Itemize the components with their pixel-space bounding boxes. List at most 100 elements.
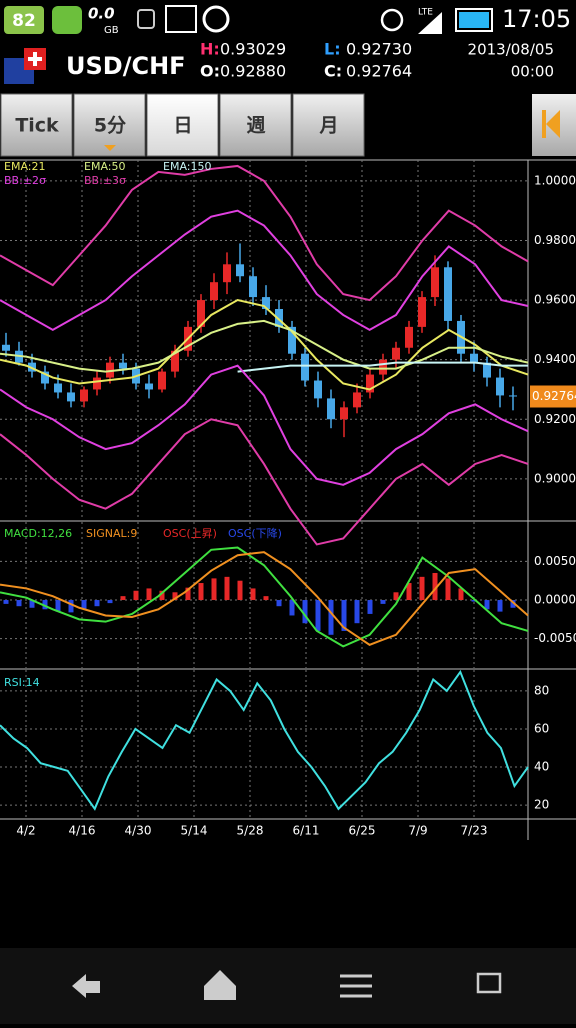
line bbox=[0, 299, 529, 391]
side-bar bbox=[542, 110, 546, 138]
ip-icon bbox=[52, 6, 82, 34]
tab-label: Tick bbox=[15, 115, 59, 137]
line bbox=[0, 551, 529, 646]
candle-body bbox=[67, 392, 75, 402]
candle-body bbox=[275, 309, 283, 327]
line bbox=[0, 418, 529, 546]
x-tick-label: 4/2 bbox=[16, 824, 35, 838]
tab-label: 週 bbox=[246, 115, 265, 137]
recent-button[interactable] bbox=[476, 972, 502, 994]
y-tick-label: 40 bbox=[534, 760, 549, 774]
tab-marker bbox=[104, 145, 116, 151]
x-tick-label: 5/28 bbox=[237, 824, 264, 838]
tab[interactable] bbox=[292, 93, 365, 157]
candle-body bbox=[171, 350, 179, 372]
osc-bar bbox=[159, 590, 165, 601]
osc-bar bbox=[42, 600, 48, 610]
candle-body bbox=[210, 282, 218, 301]
candle-body bbox=[288, 326, 296, 354]
candle-body bbox=[223, 264, 231, 283]
candle-body bbox=[327, 398, 335, 420]
line bbox=[0, 319, 529, 373]
last-price-label: 0.92764 bbox=[532, 389, 576, 403]
battery-level: 82 bbox=[12, 11, 36, 31]
y-tick-label: 0.0000 bbox=[534, 593, 576, 607]
osc-bar bbox=[81, 600, 87, 610]
x-tick-label: 7/23 bbox=[461, 824, 488, 838]
osc-bar bbox=[458, 588, 464, 601]
line bbox=[0, 164, 529, 302]
candle-body bbox=[379, 359, 387, 375]
x-tick-label: 7/9 bbox=[408, 824, 427, 838]
osc-bar bbox=[302, 600, 308, 624]
candle-body bbox=[366, 374, 374, 393]
side-arrow bbox=[546, 110, 560, 138]
pair-name: USD/CHF bbox=[66, 52, 186, 80]
candle-body bbox=[41, 371, 49, 384]
line bbox=[0, 546, 529, 648]
candle-body bbox=[444, 267, 452, 321]
candle-body bbox=[197, 300, 205, 327]
tab[interactable] bbox=[219, 93, 292, 157]
osc-bar bbox=[393, 592, 399, 601]
osc-bar bbox=[16, 600, 22, 607]
home-button[interactable] bbox=[204, 970, 236, 1000]
osc-bar bbox=[198, 583, 204, 601]
osc-bar bbox=[380, 600, 386, 604]
candle-body bbox=[353, 392, 361, 408]
network-type: LTE bbox=[418, 8, 433, 18]
legend-label: EMA:50 bbox=[84, 160, 125, 173]
osc-bar bbox=[133, 590, 139, 601]
osc-bar bbox=[354, 600, 360, 624]
osc-bar bbox=[315, 600, 321, 631]
legend-label: BB:±3σ bbox=[84, 174, 126, 187]
candle-body bbox=[145, 383, 153, 390]
low-label: L: bbox=[324, 40, 341, 59]
osc-bar bbox=[3, 600, 9, 604]
legend-label: MACD:12,26 bbox=[4, 527, 72, 540]
osc-bar bbox=[94, 600, 100, 607]
quote-header: USD/CHF H: 0.93029 O: 0.92880 L: 0.92730… bbox=[4, 40, 554, 84]
y-tick-label: 60 bbox=[534, 721, 549, 735]
candle-body bbox=[418, 297, 426, 327]
menu-button[interactable] bbox=[340, 974, 372, 998]
osc-bar bbox=[107, 600, 113, 604]
data-unit: GB bbox=[104, 25, 119, 36]
osc-bar bbox=[471, 600, 477, 602]
back-button[interactable] bbox=[72, 974, 100, 998]
osc-bar bbox=[289, 600, 295, 616]
legend-label: EMA:21 bbox=[4, 160, 45, 173]
y-tick-label: -0.0050 bbox=[534, 631, 576, 645]
line bbox=[237, 361, 528, 373]
clock: 17:05 bbox=[502, 5, 571, 33]
tab-label: 5分 bbox=[94, 115, 126, 137]
candle-body bbox=[496, 377, 504, 396]
x-tick-label: 6/11 bbox=[293, 824, 320, 838]
osc-bar bbox=[211, 578, 217, 601]
osc-bar bbox=[419, 576, 425, 601]
osc-bar bbox=[367, 600, 373, 614]
legend-label: OSC(下降) bbox=[228, 526, 282, 540]
osc-bar bbox=[328, 600, 334, 635]
battery-icon bbox=[4, 6, 44, 34]
high-label: H: bbox=[200, 40, 220, 59]
osc-bar bbox=[146, 588, 152, 601]
osc-bar bbox=[237, 580, 243, 601]
legend-label: BB:±2σ bbox=[4, 174, 46, 187]
tab[interactable] bbox=[0, 93, 73, 157]
osc-bar bbox=[172, 592, 178, 601]
x-tick-label: 6/25 bbox=[349, 824, 376, 838]
tab[interactable] bbox=[146, 93, 219, 157]
osc-bar bbox=[484, 600, 490, 610]
signal-icon bbox=[418, 12, 442, 34]
line bbox=[0, 364, 529, 486]
candle-body bbox=[431, 267, 439, 298]
legend-label: SIGNAL:9 bbox=[86, 527, 137, 540]
x-tick-label: 5/14 bbox=[181, 824, 208, 838]
osc-bar bbox=[510, 600, 516, 608]
